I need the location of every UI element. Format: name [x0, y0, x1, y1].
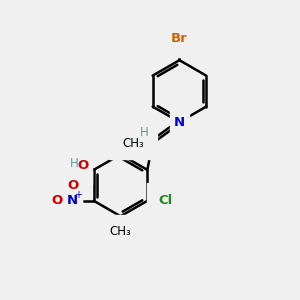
Bar — [64, 167, 82, 204]
Bar — [74, 147, 92, 184]
Text: N: N — [67, 194, 78, 207]
Bar — [109, 127, 157, 160]
Bar — [48, 183, 66, 219]
Bar — [147, 183, 184, 219]
Text: H: H — [140, 126, 149, 140]
Text: O: O — [67, 179, 78, 192]
Text: Br: Br — [171, 32, 188, 45]
Text: N: N — [174, 116, 185, 128]
Bar — [136, 117, 153, 149]
Bar — [96, 215, 145, 248]
Text: +: + — [74, 190, 82, 200]
Text: CH₃: CH₃ — [122, 137, 144, 150]
Text: O: O — [52, 194, 63, 207]
Bar — [161, 20, 198, 57]
Text: H: H — [70, 158, 79, 170]
Text: O: O — [77, 159, 88, 172]
Bar — [64, 183, 82, 219]
Text: Cl: Cl — [158, 194, 173, 207]
Bar — [170, 104, 188, 140]
Text: ⁻: ⁻ — [55, 202, 61, 212]
Text: CH₃: CH₃ — [110, 225, 131, 238]
Bar — [67, 148, 83, 180]
